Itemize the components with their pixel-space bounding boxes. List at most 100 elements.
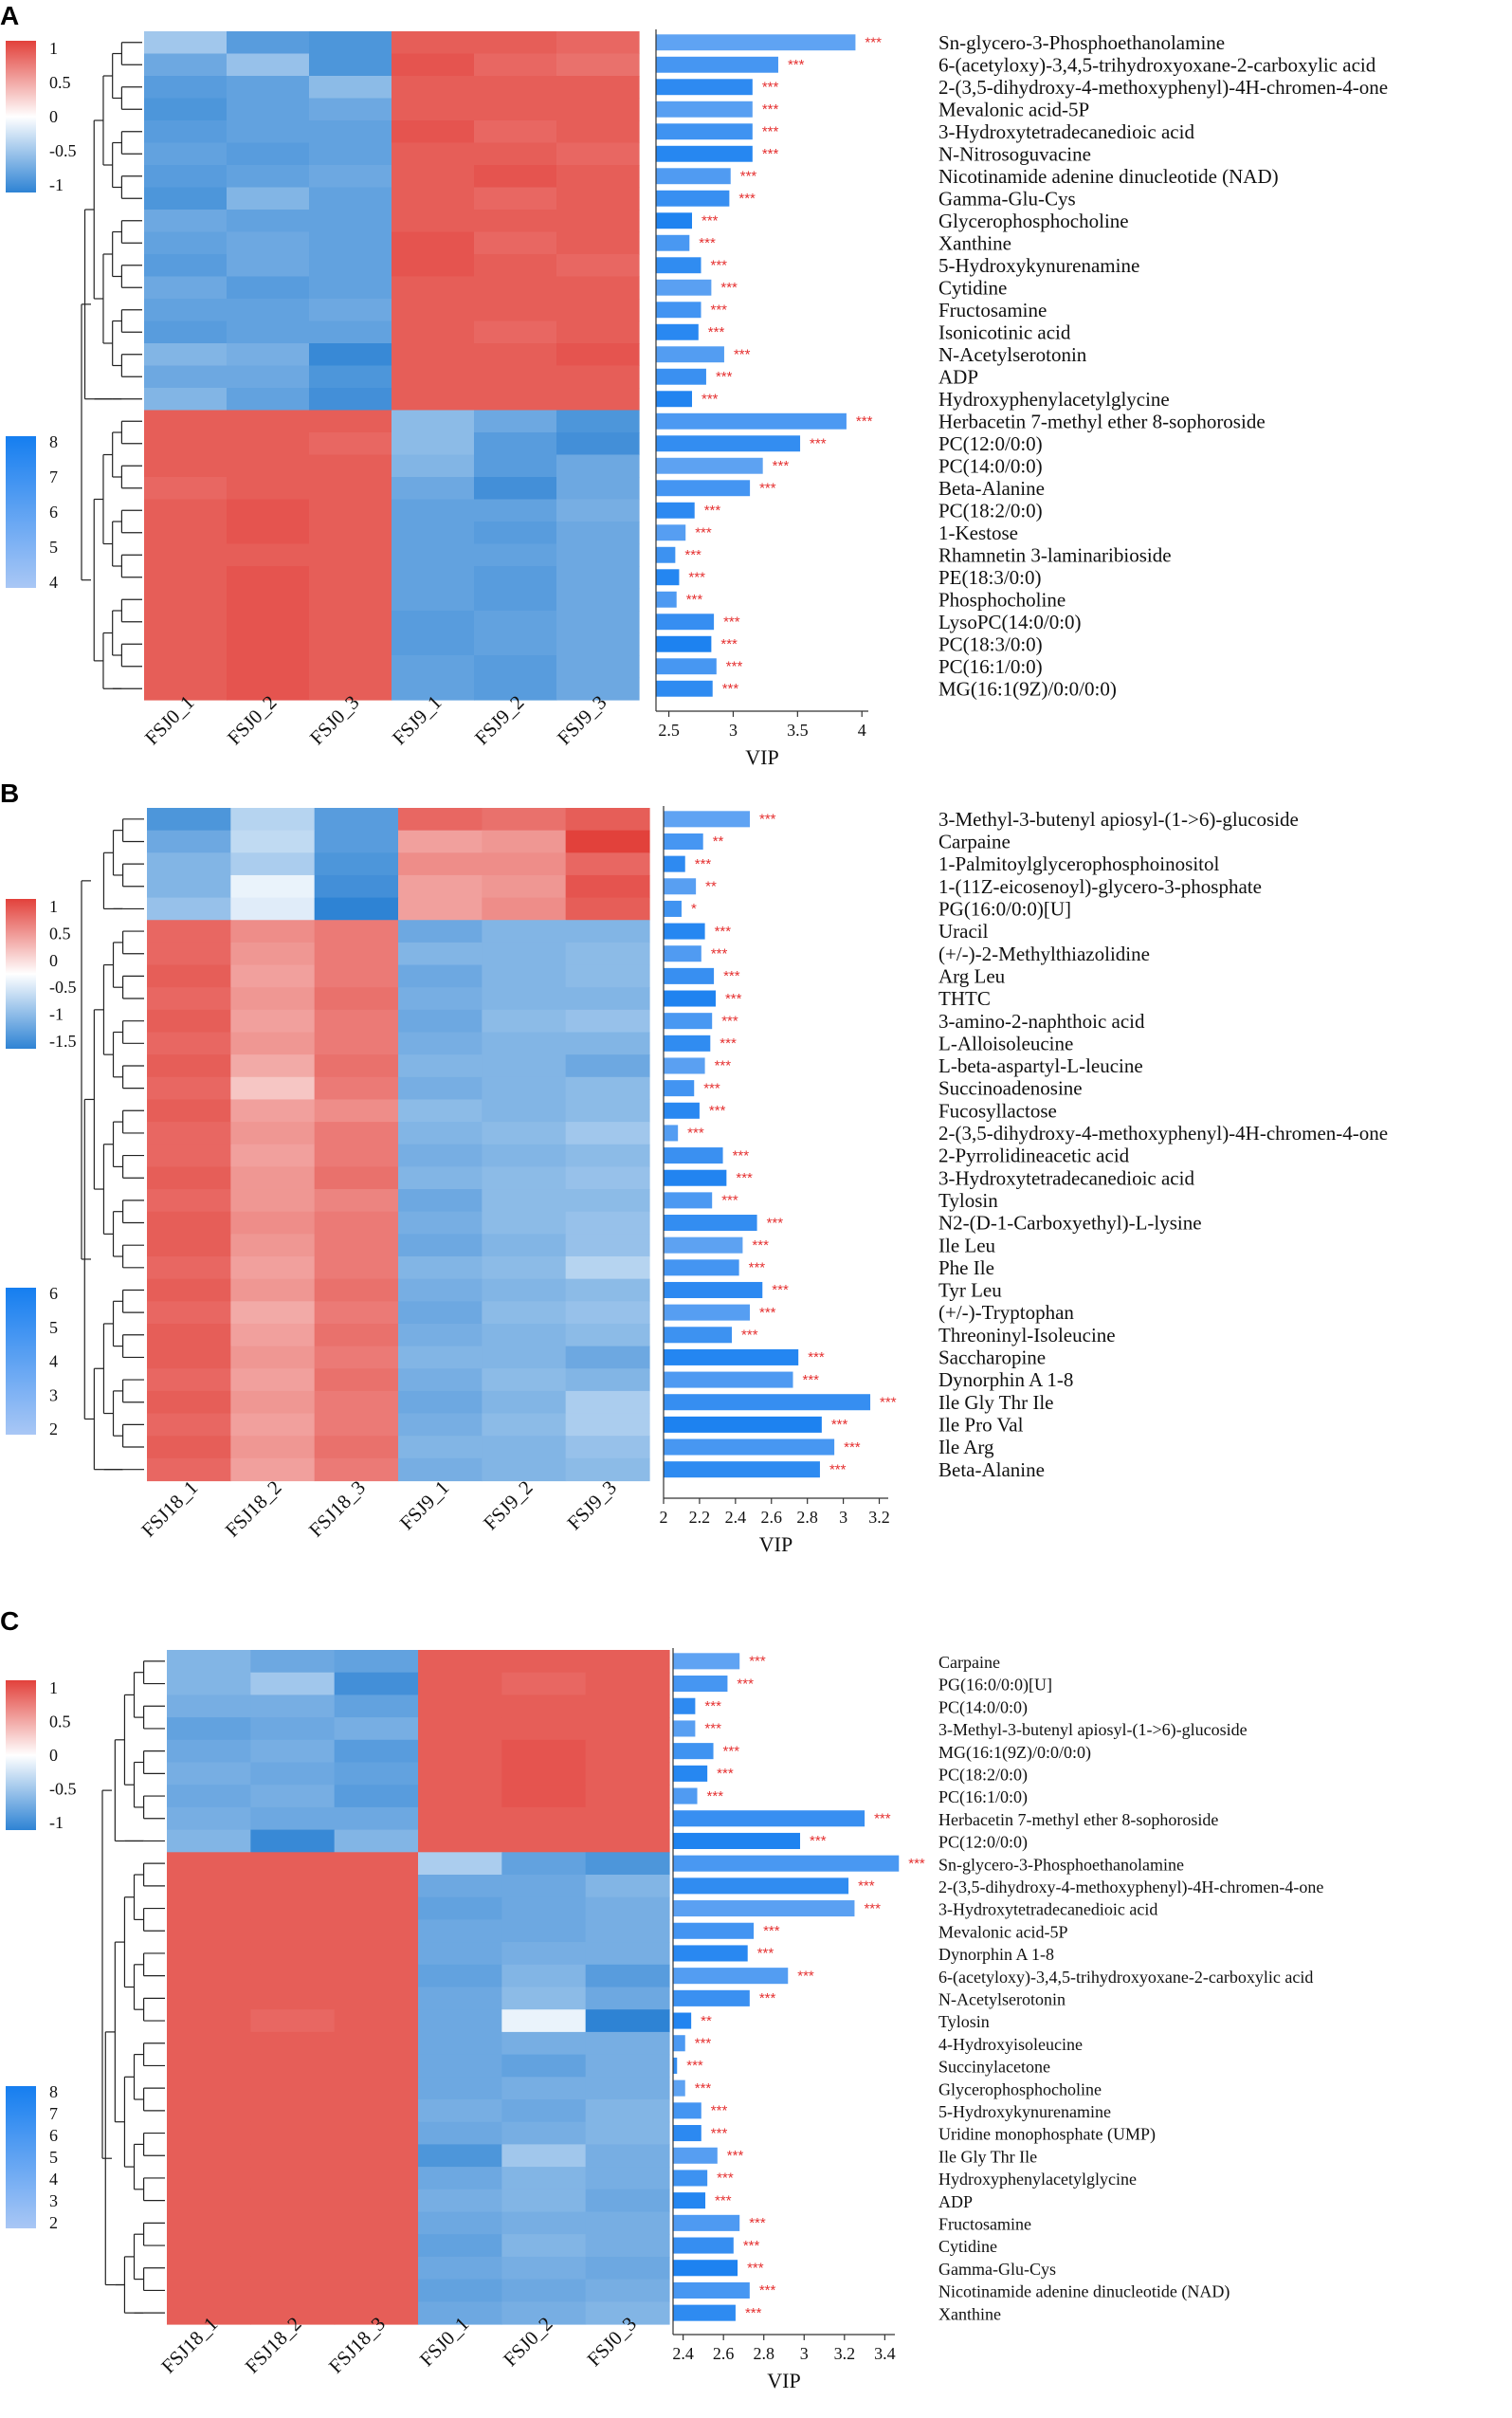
vip-legend-tick: 6	[49, 503, 58, 522]
heatmap-cell	[144, 655, 228, 679]
heatmap-cell	[230, 1054, 316, 1078]
heatmap-cell	[565, 1323, 650, 1347]
heatmap-cell	[227, 231, 310, 255]
metabolite-label: 2-Pyrrolidineacetic acid	[938, 1145, 1130, 1167]
heatmap-cell	[585, 2167, 670, 2190]
heatmap-cell	[398, 1122, 483, 1145]
heatmap-cell	[565, 987, 650, 1011]
heatmap-cell	[556, 276, 640, 300]
metabolite-label: LysoPC(14:0/0:0)	[938, 611, 1082, 633]
heatmap-cell	[144, 321, 228, 344]
heatmap-cell	[392, 632, 475, 656]
vip-axis-tick-label: 2.8	[753, 2344, 774, 2363]
vip-legend-tick: 4	[49, 573, 58, 592]
metabolite-label: Uracil	[938, 920, 989, 943]
heatmap-cell	[314, 1166, 399, 1190]
heatmap-cell	[147, 1413, 231, 1437]
heatmap-cell	[144, 343, 228, 367]
heatmap-cell	[230, 1144, 316, 1167]
heatmap-cell	[250, 1672, 336, 1695]
vip-legend-tick: 6	[49, 2126, 58, 2145]
heatmap-cell	[585, 1942, 670, 1966]
significance-marker: ***	[704, 1698, 721, 1714]
significance-marker: ***	[759, 2282, 776, 2299]
vip-bar	[656, 346, 724, 363]
vip-axis-tick-label: 3.2	[834, 2344, 856, 2363]
heatmap-cell	[418, 2077, 502, 2100]
heatmap-cell	[309, 655, 392, 679]
vip-bar	[656, 680, 713, 697]
metabolite-label: PC(18:2/0:0)	[938, 499, 1043, 522]
metabolite-label: PC(14:0/0:0)	[938, 1697, 1028, 1717]
heatmap-cell	[392, 299, 475, 322]
heatmap-cell	[167, 2211, 251, 2235]
heatmap-cell	[227, 165, 310, 189]
heatmap-cell	[314, 1301, 399, 1325]
significance-marker: ***	[763, 1923, 780, 1939]
heatmap-cell	[585, 1672, 670, 1695]
heatmap-cell	[474, 210, 557, 233]
significance-marker: ***	[740, 168, 757, 184]
heatmap-cell	[167, 2189, 251, 2213]
heatmap-cell	[565, 1166, 650, 1190]
heatmap-cell	[314, 1144, 399, 1167]
significance-marker: ***	[737, 1676, 754, 1692]
heatmap-cell	[334, 2211, 419, 2235]
heatmap-cell	[565, 1436, 650, 1459]
heatmap-cell	[334, 2189, 419, 2213]
heatmap-cell	[314, 1413, 399, 1437]
heatmap-cell	[227, 187, 310, 211]
heatmap-cell	[474, 388, 557, 412]
heatmap-cell	[418, 1964, 502, 1988]
heatmap-cell	[144, 76, 228, 100]
heatmap-cell	[398, 1413, 483, 1437]
heatmap-cell	[250, 2009, 336, 2033]
significance-marker: ***	[695, 856, 712, 872]
heatmap-cell	[334, 1896, 419, 1920]
heatmap-cell	[147, 1390, 231, 1415]
heatmap-cell	[556, 53, 640, 77]
metabolite-label: 4-Hydroxyisoleucine	[938, 2035, 1083, 2054]
panel-label: C	[0, 1606, 19, 1636]
heatmap-cell	[314, 1256, 399, 1280]
heatmap-cell	[565, 1144, 650, 1167]
heatmap-cell	[585, 1785, 670, 1808]
heatmap-cell	[565, 1189, 650, 1213]
heatmap-cell	[250, 1987, 336, 2010]
significance-marker: ***	[831, 1417, 848, 1433]
heatmap-cell	[147, 1234, 231, 1257]
heatmap-cell	[167, 1875, 251, 1898]
heatmap-cell	[144, 454, 228, 478]
heatmap-cell	[250, 1762, 336, 1786]
heatmap-cell	[392, 522, 475, 545]
significance-marker: ***	[865, 34, 882, 50]
vip-bar	[664, 1125, 679, 1142]
heatmap-cell	[167, 2279, 251, 2302]
significance-marker: ***	[762, 146, 779, 162]
vip-bar	[656, 435, 801, 452]
significance-marker: ***	[707, 1788, 724, 1804]
heatmap-cell	[556, 543, 640, 567]
vip-bar	[664, 990, 716, 1007]
vip-bar	[673, 1810, 865, 1827]
heatmap-cell	[398, 1301, 483, 1325]
heatmap-cell	[398, 1234, 483, 1257]
heatmap-cell	[565, 852, 650, 876]
vip-bar	[673, 1765, 708, 1782]
heatmap-cell	[398, 1256, 483, 1280]
heatmap-cell	[474, 499, 557, 522]
heatmap-cell	[314, 808, 399, 832]
heatmap-cell	[482, 1436, 567, 1459]
heatmap-cell	[418, 1762, 502, 1786]
heatmap-cell	[556, 677, 640, 701]
significance-marker: *	[691, 901, 697, 917]
heatmap-cell	[556, 588, 640, 612]
heatmap-cell	[474, 276, 557, 300]
heatmap-cell	[167, 1672, 251, 1695]
heatmap-cell	[144, 522, 228, 545]
heatmap-cell	[230, 920, 316, 943]
heatmap-cell	[314, 1346, 399, 1369]
heat-legend-tick: -0.5	[49, 1780, 77, 1799]
heatmap-cell	[418, 2009, 502, 2033]
heatmap-cell	[309, 165, 392, 189]
